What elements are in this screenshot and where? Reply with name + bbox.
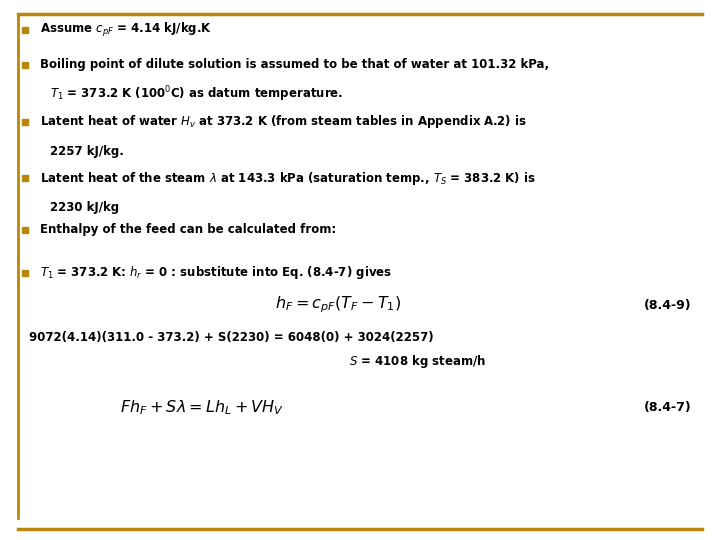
- Text: $T_1$ = 373.2 K: $h_r$ = 0 : substitute into Eq. (8.4-7) gives: $T_1$ = 373.2 K: $h_r$ = 0 : substitute …: [40, 264, 392, 281]
- Text: Assume $c_{pF}$ = 4.14 kJ/kg.K: Assume $c_{pF}$ = 4.14 kJ/kg.K: [40, 21, 212, 39]
- Text: $T_1$ = 373.2 K (100$^0$C) as datum temperature.: $T_1$ = 373.2 K (100$^0$C) as datum temp…: [50, 85, 343, 104]
- Text: $S$ = 4108 kg steam/h: $S$ = 4108 kg steam/h: [349, 353, 486, 370]
- Text: (8.4-7): (8.4-7): [644, 401, 691, 414]
- Text: Boiling point of dilute solution is assumed to be that of water at 101.32 kPa,: Boiling point of dilute solution is assu…: [40, 58, 549, 71]
- Text: Latent heat of the steam $\lambda$ at 143.3 kPa (saturation temp., $T_S$ = 383.2: Latent heat of the steam $\lambda$ at 14…: [40, 170, 535, 187]
- Text: 2257 kJ/kg.: 2257 kJ/kg.: [50, 145, 125, 158]
- Text: Enthalpy of the feed can be calculated from:: Enthalpy of the feed can be calculated f…: [40, 223, 336, 236]
- Text: Latent heat of water $H_v$ at 373.2 K (from steam tables in Appendix A.2) is: Latent heat of water $H_v$ at 373.2 K (f…: [40, 113, 526, 130]
- Text: $h_F = c_{pF}(T_F - T_1)$: $h_F = c_{pF}(T_F - T_1)$: [275, 295, 402, 315]
- Text: 9072(4.14)(311.0 - 373.2) + S(2230) = 6048(0) + 3024(2257): 9072(4.14)(311.0 - 373.2) + S(2230) = 60…: [29, 331, 433, 344]
- Text: 2230 kJ/kg: 2230 kJ/kg: [50, 201, 120, 214]
- Text: (8.4-9): (8.4-9): [644, 299, 691, 312]
- Text: $Fh_F + S\lambda = Lh_L + VH_V$: $Fh_F + S\lambda = Lh_L + VH_V$: [120, 399, 284, 417]
